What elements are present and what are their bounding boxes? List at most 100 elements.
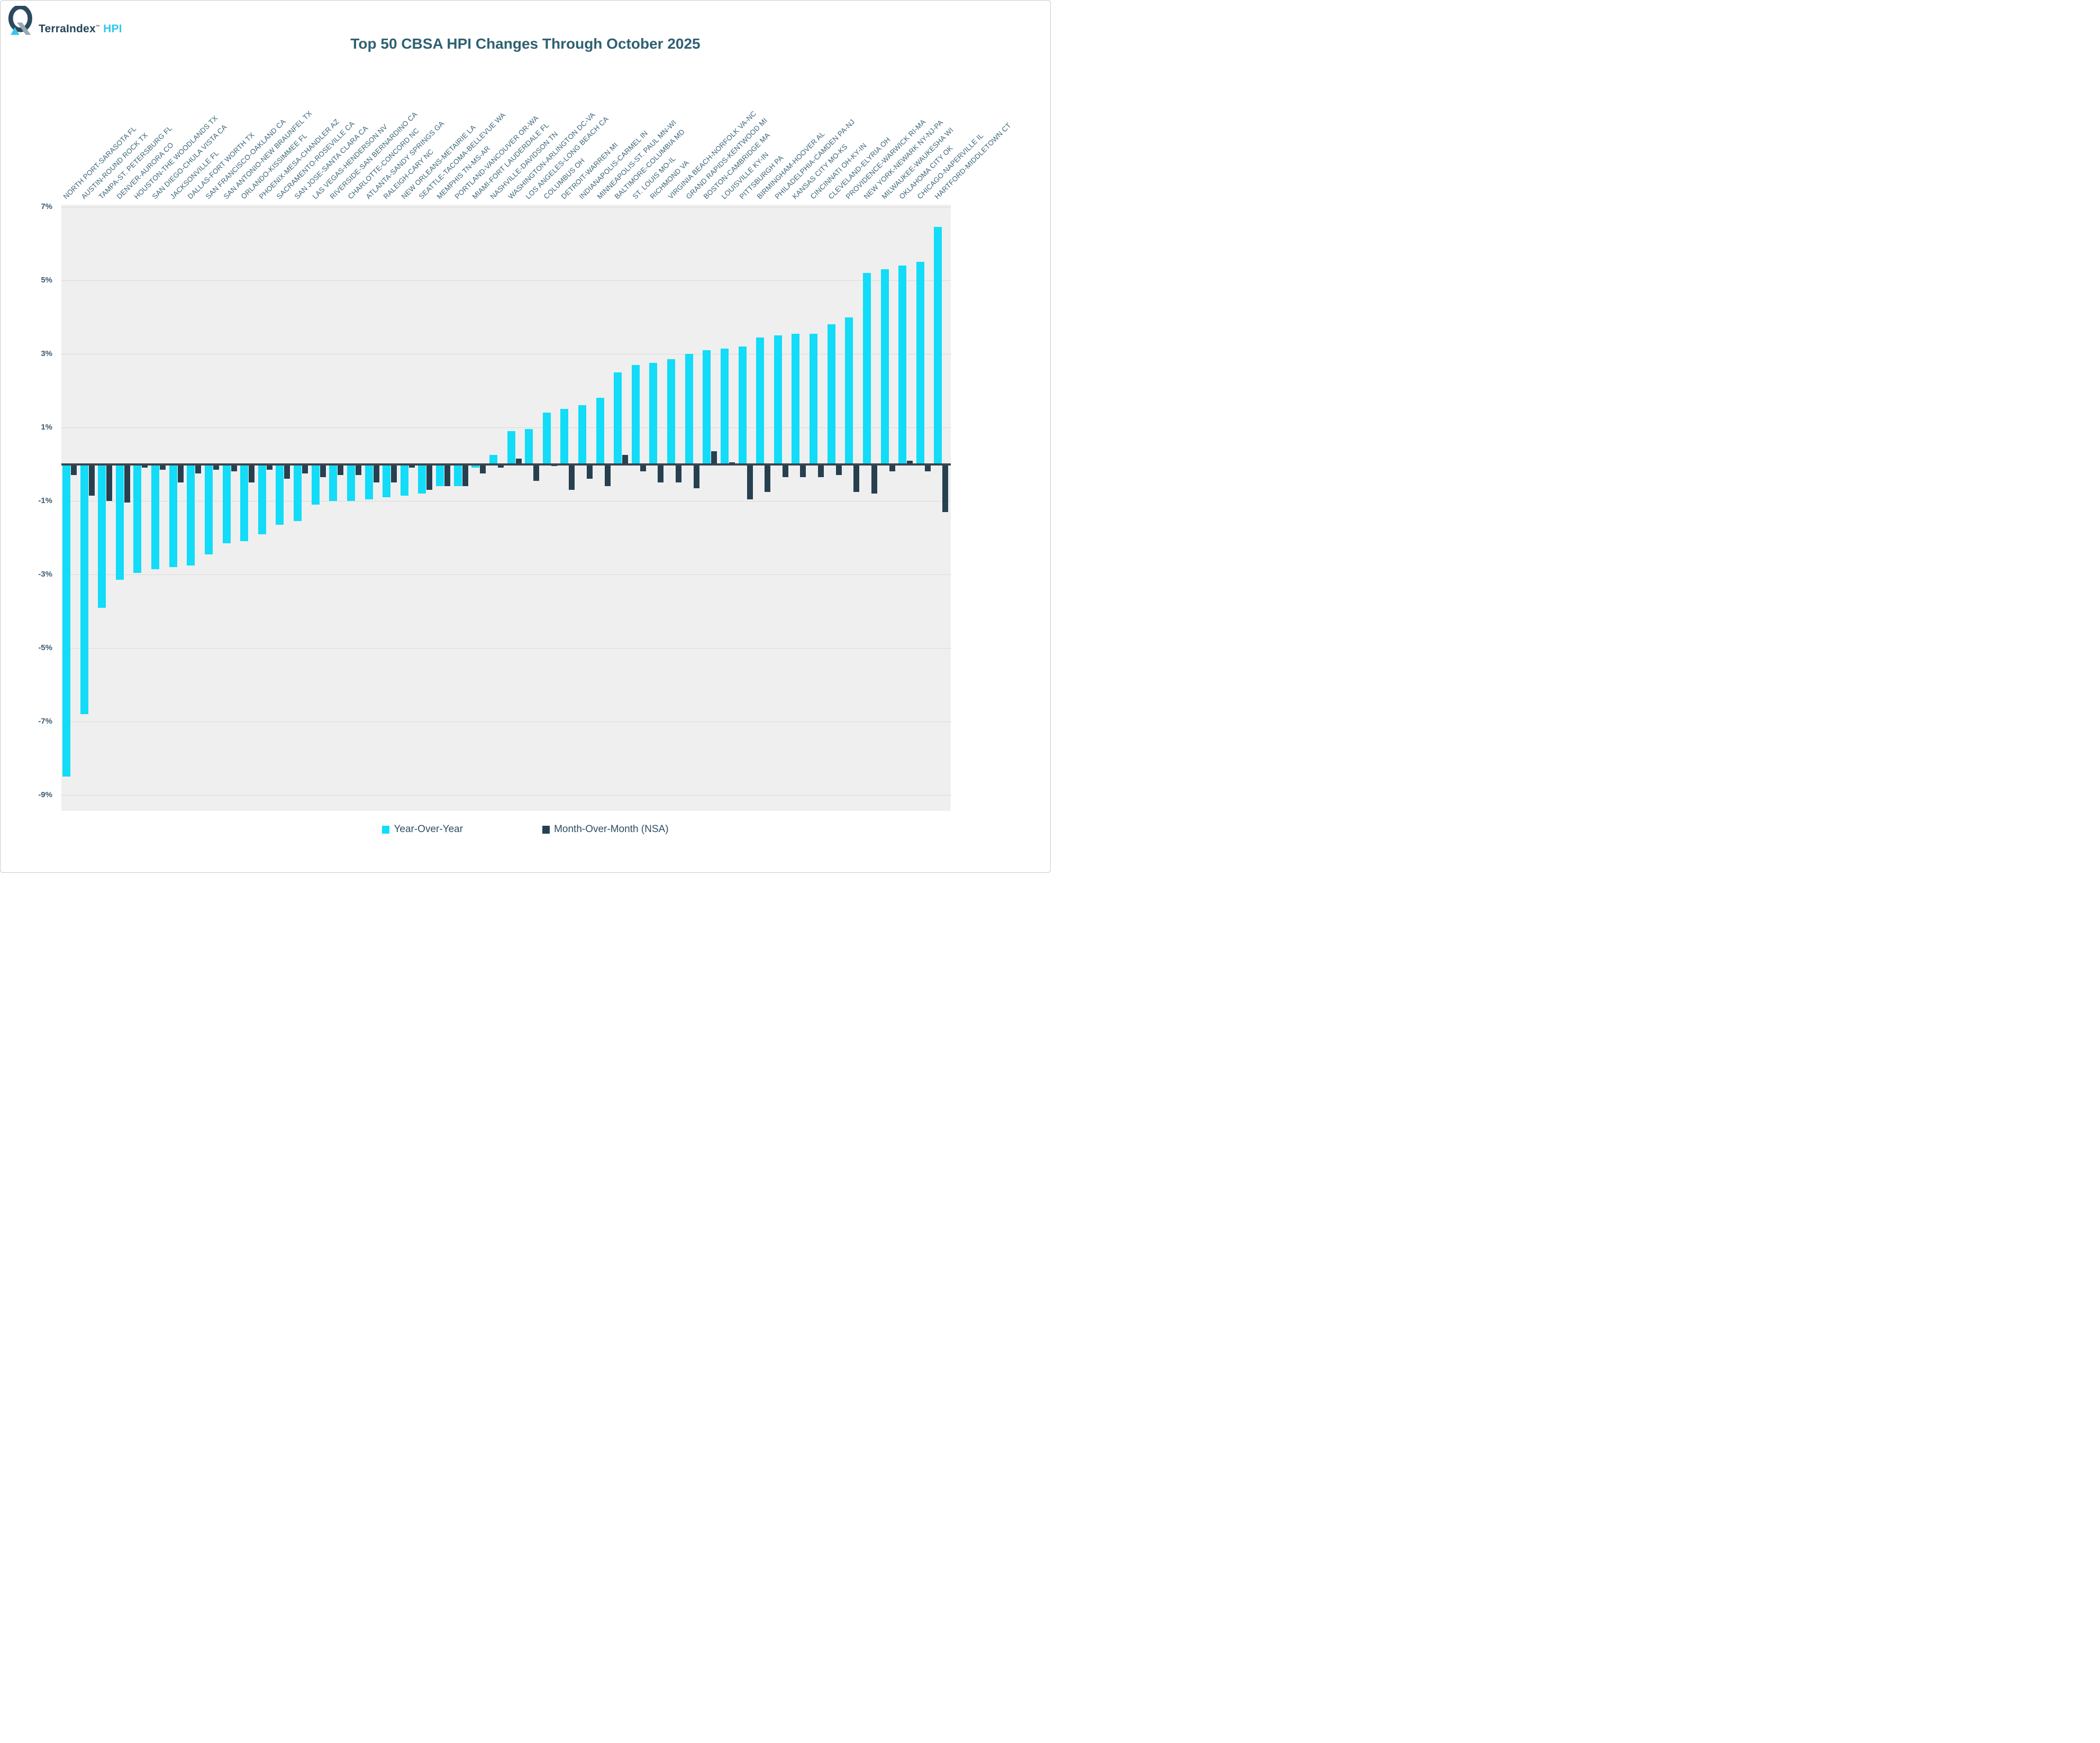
bar-yoy <box>489 455 497 464</box>
bar-mom <box>302 464 308 473</box>
bar-mom <box>782 464 788 477</box>
y-tick-label: 5% <box>41 276 52 285</box>
bar-mom <box>88 464 95 496</box>
bar-yoy <box>436 464 444 487</box>
y-tick-label: 1% <box>41 423 52 432</box>
bar-yoy <box>685 354 693 464</box>
bar-mom <box>818 464 824 477</box>
bar-mom <box>338 464 344 476</box>
bar-yoy <box>845 317 853 464</box>
page: TerraIndex™ HPI Top 50 CBSA HPI Changes … <box>0 0 1051 873</box>
logo-tm: ™ <box>95 24 101 29</box>
bar-yoy <box>614 372 622 464</box>
bar-yoy <box>400 464 408 496</box>
y-tick-label: -3% <box>38 570 52 579</box>
bar-mom <box>106 464 113 501</box>
q-triangle-logo-icon <box>8 6 35 36</box>
bar-mom <box>889 464 895 472</box>
bar-mom <box>693 464 699 488</box>
bar-mom <box>765 464 771 492</box>
bar-mom <box>213 464 219 470</box>
bar-mom <box>676 464 682 483</box>
bar-mom <box>426 464 433 490</box>
y-tick-label: -5% <box>38 643 52 652</box>
bar-mom <box>231 464 237 472</box>
legend-item-yoy: Year-Over-Year <box>382 824 463 835</box>
zero-axis-line <box>61 463 951 466</box>
bar-mom <box>266 464 272 470</box>
bar-yoy <box>471 464 480 468</box>
bar-mom <box>320 464 326 477</box>
bar-yoy <box>169 464 177 568</box>
bar-yoy <box>258 464 266 534</box>
logo-wordmark: TerraIndex™ HPI <box>39 23 122 35</box>
bar-yoy <box>880 269 889 464</box>
bar-yoy <box>862 273 871 464</box>
bar-yoy <box>703 350 711 464</box>
bar-yoy <box>453 464 462 487</box>
bar-yoy <box>222 464 231 543</box>
legend: Year-Over-Year Month-Over-Month (NSA) <box>1 824 1050 835</box>
bar-mom <box>497 464 504 468</box>
bar-yoy <box>98 464 106 608</box>
bar-mom <box>622 455 629 464</box>
bar-mom <box>249 464 255 483</box>
bar-yoy <box>311 464 320 505</box>
bar-mom <box>853 464 860 492</box>
gridline <box>61 280 951 281</box>
bar-yoy <box>347 464 355 501</box>
bar-yoy <box>542 413 551 464</box>
bar-mom <box>71 464 77 476</box>
bar-yoy <box>240 464 249 542</box>
bar-mom <box>800 464 806 477</box>
bar-yoy <box>133 464 142 573</box>
bar-yoy <box>329 464 338 501</box>
bar-mom <box>391 464 397 483</box>
legend-label-yoy: Year-Over-Year <box>394 824 463 835</box>
bar-mom <box>533 464 540 481</box>
y-tick-label: -7% <box>38 717 52 726</box>
bar-yoy <box>596 398 604 464</box>
bar-yoy <box>649 363 658 464</box>
gridline <box>61 795 951 796</box>
bar-yoy <box>418 464 426 494</box>
mom-swatch-icon <box>542 825 550 834</box>
legend-label-mom: Month-Over-Month (NSA) <box>554 824 669 835</box>
bar-mom <box>515 459 522 464</box>
bar-mom <box>747 464 753 499</box>
bar-yoy <box>276 464 284 525</box>
bar-yoy <box>80 464 88 715</box>
bar-yoy <box>774 335 782 464</box>
bar-mom <box>195 464 202 473</box>
bar-yoy <box>507 431 515 464</box>
bar-mom <box>604 464 611 487</box>
bar-yoy <box>151 464 160 569</box>
bar-mom <box>871 464 877 494</box>
bar-yoy <box>204 464 213 554</box>
bar-mom <box>142 464 148 468</box>
bar-yoy <box>898 266 907 464</box>
legend-item-mom: Month-Over-Month (NSA) <box>542 824 669 835</box>
bar-yoy <box>810 333 818 464</box>
bar-yoy <box>756 337 765 464</box>
bar-yoy <box>560 409 569 464</box>
gridline <box>61 427 951 428</box>
bar-yoy <box>294 464 302 522</box>
bar-mom <box>907 460 913 464</box>
bar-mom <box>640 464 646 472</box>
bar-mom <box>711 451 717 464</box>
y-tick-label: 7% <box>41 202 52 211</box>
yoy-swatch-icon <box>382 825 390 834</box>
gridline <box>61 574 951 575</box>
bar-mom <box>160 464 166 470</box>
bar-yoy <box>62 464 70 777</box>
bar-yoy <box>934 227 942 464</box>
bar-mom <box>480 464 486 473</box>
bar-mom <box>924 464 931 472</box>
bar-yoy <box>720 348 729 464</box>
bar-mom <box>942 464 949 512</box>
bar-mom <box>569 464 575 490</box>
y-tick-label: -9% <box>38 790 52 799</box>
bar-yoy <box>667 359 676 464</box>
bar-mom <box>408 464 415 468</box>
